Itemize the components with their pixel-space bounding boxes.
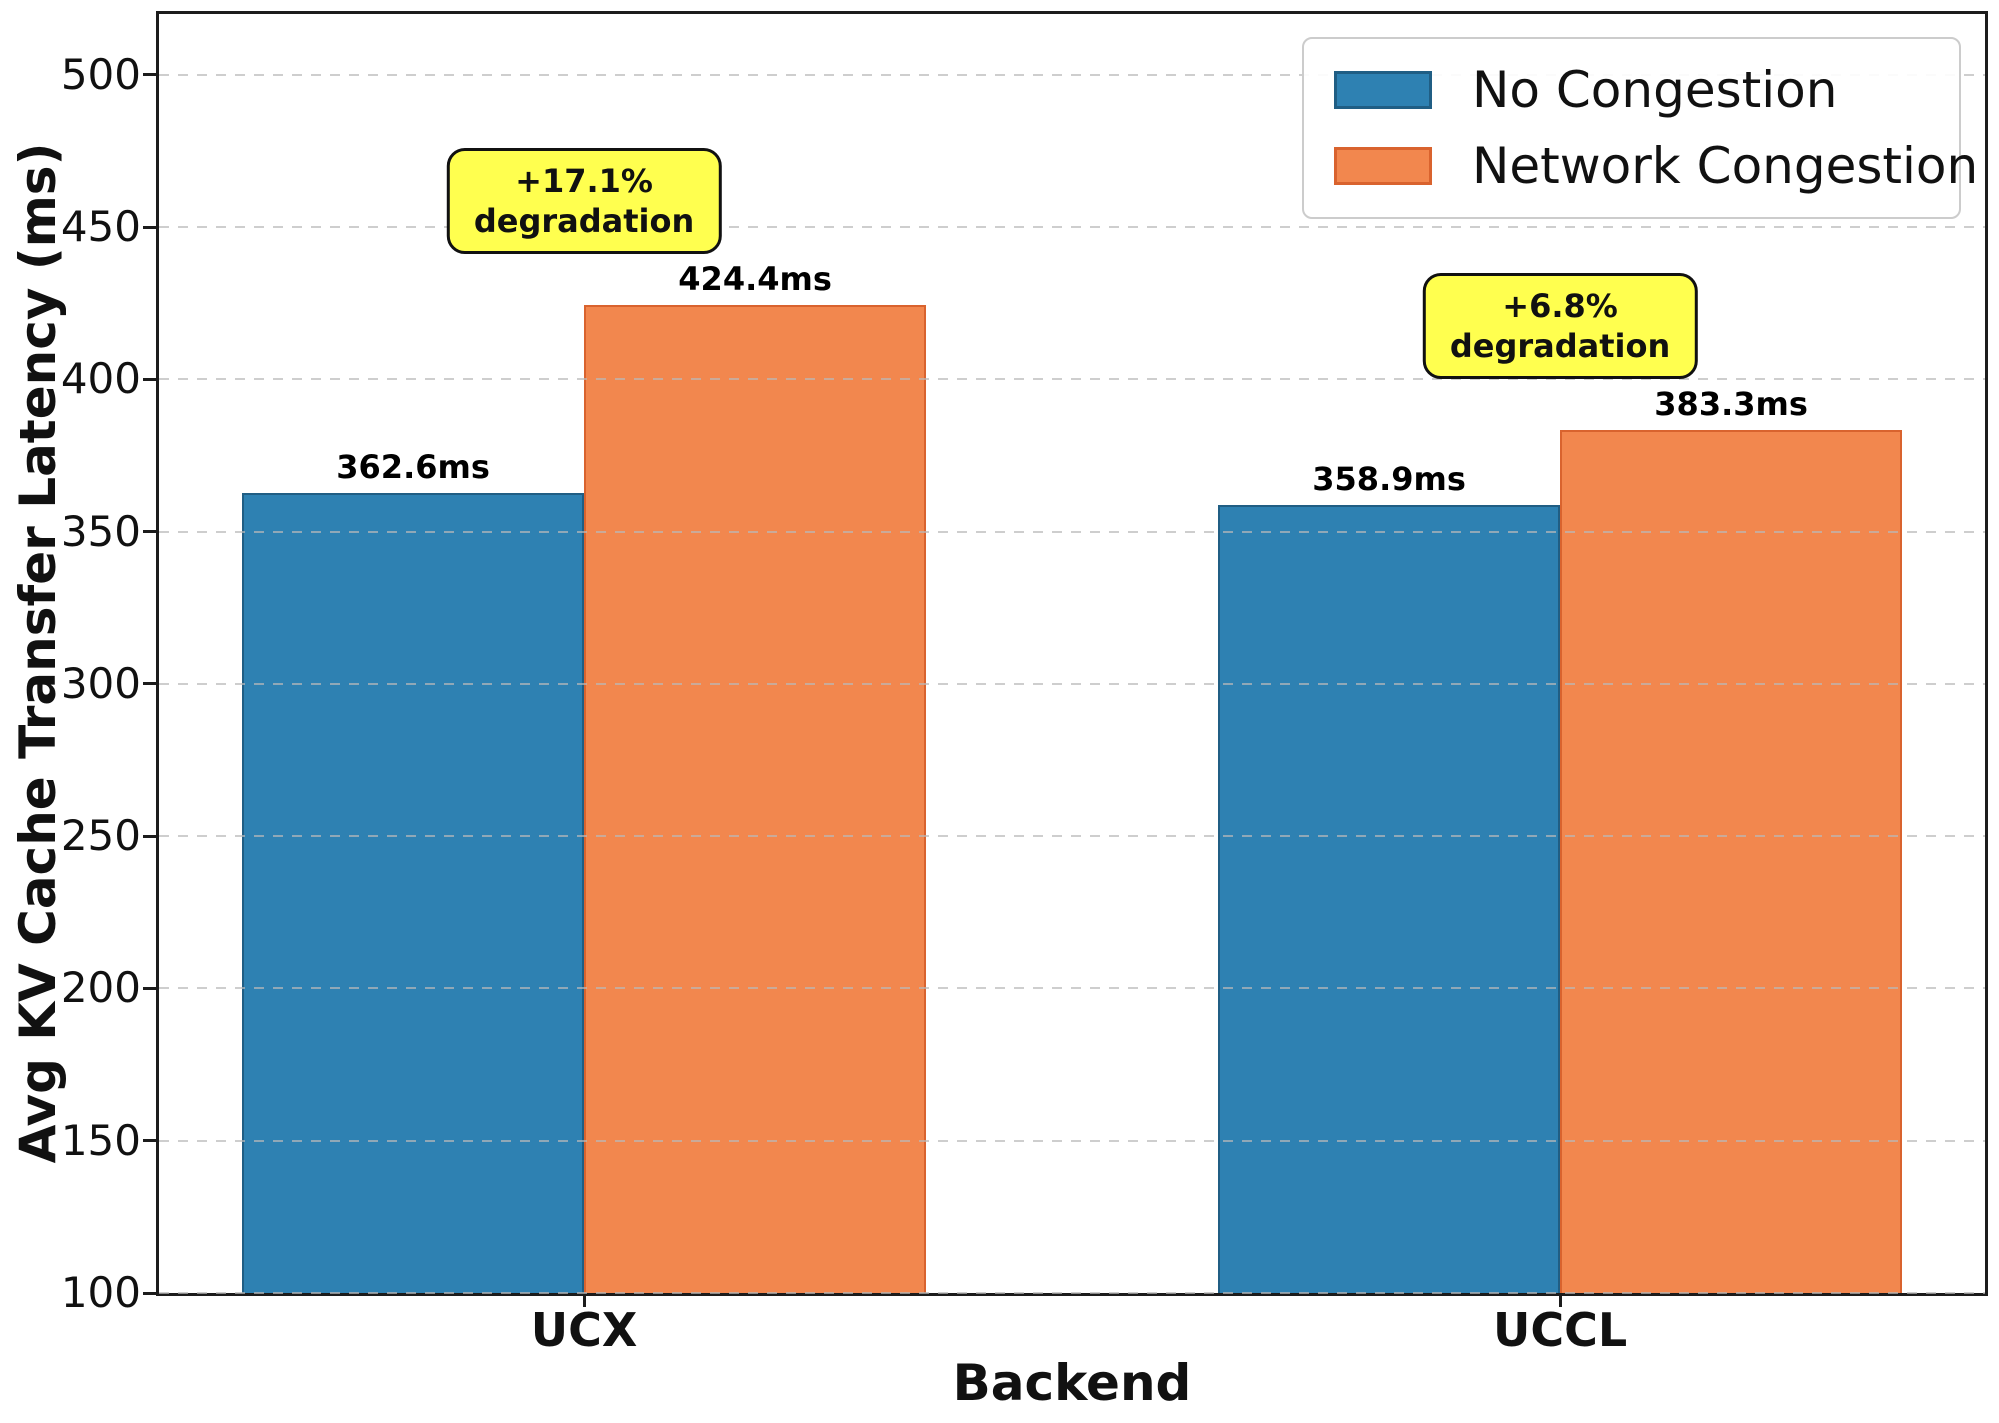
y-tick-mark-400 (143, 377, 159, 381)
y-tick-mark-100 (143, 1291, 159, 1295)
y-tick-label-250: 250 (60, 811, 141, 861)
legend-label-network-congestion: Network Congestion (1472, 137, 1979, 195)
y-tick-mark-500 (143, 73, 159, 77)
x-tick-label-uccl: UCCL (1492, 1303, 1628, 1357)
legend: No Congestion Network Congestion (1302, 37, 1978, 219)
gridline-400 (159, 378, 1985, 381)
y-tick-label-450: 450 (60, 202, 141, 252)
degradation-annotation-uccl: +6.8% degradation (1422, 273, 1698, 380)
value-label-ucx-no-congestion: 362.6ms (336, 448, 490, 487)
y-tick-label-150: 150 (60, 1115, 141, 1165)
bar-ucx-no-congestion (242, 493, 585, 1293)
annotation-caption-uccl: degradation (1449, 327, 1671, 366)
gridline-450 (159, 226, 1985, 229)
bar-ucx-network-congestion (584, 305, 927, 1293)
bar-uccl-network-congestion (1560, 430, 1903, 1293)
y-tick-mark-150 (143, 1139, 159, 1143)
value-label-uccl-network-congestion: 383.3ms (1654, 385, 1808, 424)
legend-entry-network-congestion: Network Congestion (1334, 135, 1978, 197)
legend-swatch-no-congestion (1334, 71, 1432, 109)
value-label-ucx-network-congestion: 424.4ms (678, 260, 832, 299)
bar-uccl-no-congestion (1218, 504, 1561, 1293)
legend-label-no-congestion: No Congestion (1472, 61, 1838, 119)
y-axis-title: Avg KV Cache Transfer Latency (ms) (9, 142, 67, 1164)
y-tick-mark-450 (143, 225, 159, 229)
legend-entry-no-congestion: No Congestion (1334, 59, 1929, 121)
y-tick-mark-300 (143, 682, 159, 686)
y-tick-mark-250 (143, 834, 159, 838)
y-tick-label-350: 350 (60, 506, 141, 556)
y-tick-label-300: 300 (60, 658, 141, 708)
x-tick-mark-ucx (582, 1293, 586, 1307)
x-tick-label-ucx: UCX (530, 1303, 638, 1357)
y-tick-mark-350 (143, 530, 159, 534)
y-tick-label-400: 400 (60, 354, 141, 404)
annotation-percent-uccl: +6.8% (1502, 287, 1618, 326)
y-tick-label-200: 200 (60, 963, 141, 1013)
x-axis-title: Backend (952, 1354, 1192, 1412)
y-tick-label-500: 500 (60, 49, 141, 99)
annotation-caption-ucx: degradation (473, 201, 695, 240)
y-tick-mark-200 (143, 986, 159, 990)
degradation-annotation-ucx: +17.1% degradation (446, 147, 722, 254)
legend-swatch-network-congestion (1334, 147, 1432, 185)
annotation-percent-ucx: +17.1% (515, 161, 653, 200)
y-tick-label-100: 100 (60, 1268, 141, 1317)
plot-area (156, 11, 1988, 1296)
value-label-uccl-no-congestion: 358.9ms (1312, 459, 1466, 498)
x-tick-mark-uccl (1558, 1293, 1562, 1307)
